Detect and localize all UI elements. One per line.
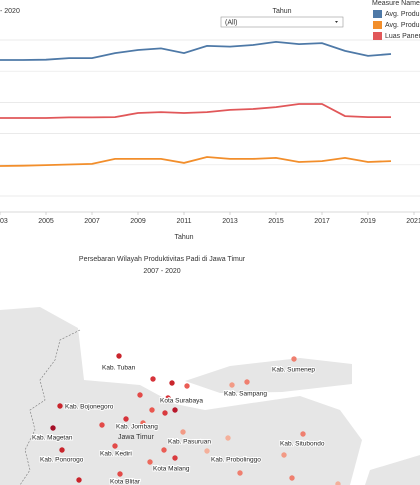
- map-title: Persebaran Wilayah Produktivitas Padi di…: [79, 256, 246, 263]
- map-point: [140, 420, 146, 426]
- land: [0, 307, 362, 485]
- map-point: [180, 429, 186, 435]
- map-label: Kab. Tuban: [102, 365, 136, 372]
- map-point: [99, 422, 105, 428]
- map-point: [204, 448, 210, 454]
- legend-label: Luas Panen: [385, 33, 420, 40]
- map-point: [149, 407, 155, 413]
- map-label: Kota Surabaya: [160, 398, 203, 405]
- series-line: [0, 103, 391, 119]
- map-point: [76, 477, 82, 483]
- plot: 2003 2005 2007 2009 2011 2013 2015 2017 2019 2021…: [0, 10, 420, 225]
- dropdown-arrow: [335, 21, 338, 23]
- map-point: [117, 471, 123, 477]
- map-label: Kab. Kediri: [100, 451, 132, 458]
- map: Jawa Timur: [0, 307, 420, 485]
- map-point: [300, 431, 306, 437]
- legend-label: Avg. Produ: [385, 11, 420, 18]
- map-label: Kab. Sampang: [224, 391, 267, 398]
- land: [365, 455, 420, 485]
- chart-subtitle: - 2020: [0, 8, 20, 15]
- map-label: Kab. Probolinggo: [211, 457, 261, 464]
- filter-value: (All): [225, 19, 237, 26]
- map-point: [237, 470, 243, 476]
- map-point: [161, 447, 167, 453]
- map-label: Kab. Ponorogo: [40, 457, 84, 464]
- map-point: [50, 425, 56, 431]
- island: [185, 358, 352, 393]
- map-point: [112, 443, 118, 449]
- x-tick-label: 2021: [406, 218, 420, 225]
- map-point: [123, 416, 129, 422]
- series-line: [0, 40, 392, 61]
- map-point: [291, 356, 297, 362]
- x-axis-label: Tahun: [174, 234, 193, 241]
- province-border: [19, 329, 81, 485]
- x-tick-label: 2017: [314, 218, 330, 225]
- legend-title: Measure Name: [372, 0, 420, 7]
- map-point: [59, 447, 65, 453]
- map-point: [184, 383, 190, 389]
- map-label: Kab. Bojonegoro: [65, 404, 114, 411]
- x-tick-label: 2007: [84, 218, 100, 225]
- x-tick-label: 2019: [360, 218, 376, 225]
- x-tick-label: 2015: [268, 218, 284, 225]
- x-tick-label: 2003: [0, 218, 8, 225]
- map-label: Kab. Magetan: [32, 435, 73, 442]
- legend-swatch: [373, 21, 382, 29]
- map-point: [147, 459, 153, 465]
- legend-swatch: [373, 32, 382, 40]
- map-point: [172, 455, 178, 461]
- map-point: [172, 407, 178, 413]
- legend-label: Avg. Produ: [385, 22, 420, 29]
- map-label: Kab. Jombang: [116, 424, 158, 431]
- region-label: Jawa Timur: [118, 434, 154, 441]
- series-line: [0, 156, 392, 167]
- x-tick-label: 2011: [176, 218, 191, 225]
- x-tick-label: 2009: [130, 218, 146, 225]
- legend-swatch: [373, 10, 382, 18]
- map-point: [281, 452, 287, 458]
- map-point: [137, 392, 143, 398]
- map-point: [162, 410, 168, 416]
- map-point: [335, 481, 341, 485]
- map-label: Kota Malang: [153, 466, 190, 473]
- map-label: Kota Blitar: [110, 479, 141, 485]
- map-point: [229, 382, 235, 388]
- map-point: [169, 380, 175, 386]
- map-label: Kab. Situbondo: [280, 441, 325, 448]
- map-point: [57, 403, 63, 409]
- map-label: Kab. Sumenep: [272, 367, 315, 374]
- x-tick-label: 2005: [38, 218, 54, 225]
- map-point: [225, 435, 231, 441]
- x-tick-label: 2013: [222, 218, 238, 225]
- map-label: Kab. Pasuruan: [168, 439, 211, 446]
- filter-label: Tahun: [272, 8, 291, 15]
- map-point: [150, 376, 156, 382]
- map-subtitle: 2007 - 2020: [143, 268, 180, 275]
- map-point: [116, 353, 122, 359]
- map-point: [165, 395, 171, 401]
- filter-dropdown[interactable]: [220, 16, 344, 28]
- map-points: Kab. Tuban Kab. Sumenep Kota Surabaya Kab. …: [31, 353, 341, 485]
- map-point: [244, 379, 250, 385]
- map-point: [289, 475, 295, 481]
